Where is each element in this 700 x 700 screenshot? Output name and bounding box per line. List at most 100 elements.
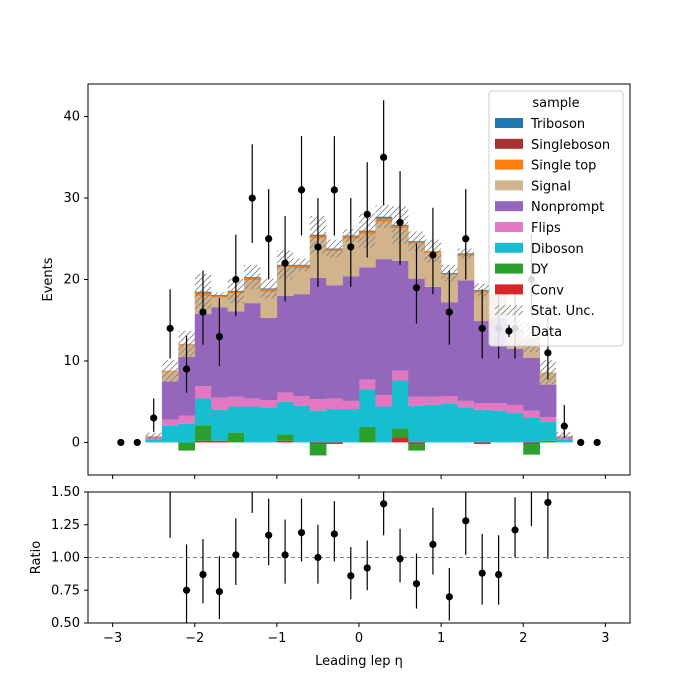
ratio-ytick-label: 1.00 [51, 551, 80, 566]
bar-nonprompt-24 [539, 384, 557, 418]
data-point-19 [429, 251, 437, 259]
legend-entry-flips-label: Flips [531, 221, 561, 236]
ratio-point-10 [330, 530, 338, 538]
data-point-21 [462, 235, 470, 243]
main-ytick-label: 30 [63, 191, 80, 206]
ratio-points [88, 492, 630, 623]
ratio-point-16 [429, 540, 437, 549]
ratio-ylabel: Ratio [29, 541, 44, 574]
ratio-ytick-label: 0.50 [51, 616, 80, 631]
bar-nonprompt-11 [326, 285, 343, 399]
main-ytick-label: 0 [72, 435, 80, 450]
legend-entry-stat-unc--label: Stat. Unc. [531, 304, 595, 319]
ratio-xtick-label: −1 [267, 631, 286, 646]
bar-diboson-3 [194, 398, 212, 426]
bar-diboson-14 [375, 406, 393, 443]
bar-diboson-2 [178, 423, 196, 443]
bar-diboson-16 [408, 405, 425, 443]
legend-entry-signal-swatch [495, 180, 523, 191]
legend-entry-diboson-label: Diboson [531, 242, 584, 257]
data-point-14 [347, 243, 355, 251]
data-point-17 [396, 218, 404, 227]
data-point-27 [560, 422, 568, 430]
bar-flips-20 [473, 403, 491, 410]
bar-diboson-9 [293, 405, 311, 443]
data-point-16 [380, 153, 388, 161]
bar-nonprompt-8 [276, 295, 294, 393]
ratio-point-1 [182, 586, 191, 594]
bar-diboson-4 [211, 409, 228, 441]
bar-nonprompt-12 [342, 276, 360, 401]
bar-nonprompt-22 [506, 348, 524, 405]
bar-flips-15 [391, 370, 409, 381]
ratio-point-2 [199, 570, 207, 579]
legend-entry-singleboson-swatch [495, 138, 523, 149]
bar-signal-14 [375, 221, 393, 260]
legend-entry-triboson-label: Triboson [530, 117, 585, 132]
bar-nonprompt-10 [309, 277, 327, 400]
bar-conv-10 [309, 442, 327, 445]
ratio-ytick-label: 1.25 [51, 518, 80, 533]
ratio-point-6 [265, 531, 273, 539]
legend-entry-dy-swatch [495, 263, 523, 274]
bar-diboson-10 [309, 410, 327, 443]
bar-nonprompt-7 [260, 317, 278, 401]
bar-flips-23 [523, 410, 540, 418]
ratio-point-20 [495, 570, 503, 579]
ratio-point-11 [347, 572, 355, 580]
bar-flips-19 [457, 400, 475, 408]
bar-flips-16 [408, 396, 425, 406]
bar-dy-23 [523, 444, 540, 455]
ratio-point-14 [396, 555, 404, 563]
bar-flips-18 [441, 395, 458, 404]
data-point-1 [133, 438, 141, 447]
bar-conv-4 [211, 440, 228, 443]
main-ytick-label: 20 [63, 273, 80, 288]
bar-conv-20 [473, 442, 491, 445]
data-point-18 [412, 284, 421, 292]
main-ytick-label: 40 [63, 110, 80, 125]
ratio-ytick-label: 1.50 [51, 485, 80, 500]
legend-entry-flips-swatch [495, 222, 523, 232]
data-point-13 [330, 186, 338, 194]
main-ylabel: Events [41, 257, 56, 301]
bar-diboson-1 [161, 425, 179, 443]
bar-conv-3 [194, 440, 212, 443]
bar-diboson-12 [342, 409, 360, 443]
unc-band-1 [161, 360, 179, 382]
ratio-point-23 [544, 498, 552, 507]
bar-flips-2 [178, 415, 196, 424]
data-point-20 [445, 308, 453, 316]
bar-flips-22 [506, 404, 524, 414]
ratio-point-19 [478, 569, 486, 577]
bar-diboson-23 [523, 417, 540, 443]
ratio-point-4 [232, 551, 240, 559]
bar-nonprompt-1 [161, 381, 179, 420]
data-point-2 [150, 414, 158, 422]
unc-band-11 [326, 239, 343, 258]
legend-entry-nonprompt-label: Nonprompt [531, 200, 604, 215]
legend-box [488, 90, 624, 347]
bar-dy-15 [391, 428, 409, 438]
data-point-6 [215, 332, 223, 341]
bar-signal-11 [326, 250, 343, 286]
legend-title: sample [532, 96, 579, 111]
axes: 0 10 20 30 40 −3 −2 −1 0 1 2 3 0.50 0.75 1.00 1.25 1.50 E… [29, 83, 631, 669]
bar-diboson-21 [490, 410, 508, 443]
data-point-12 [314, 243, 322, 251]
bar-flips-12 [342, 400, 360, 410]
ratio-point-7 [281, 551, 289, 559]
bar-nonprompt-6 [244, 303, 261, 399]
bar-nonprompt-5 [227, 311, 245, 397]
ratio-point-15 [412, 580, 421, 588]
bar-nonprompt-20 [473, 321, 491, 404]
bar-nonprompt-9 [293, 294, 311, 396]
bar-flips-3 [194, 386, 212, 399]
bar-diboson-6 [244, 406, 261, 443]
ratio-point-3 [215, 587, 223, 596]
bar-flips-8 [276, 392, 294, 402]
bar-diboson-18 [441, 403, 458, 443]
unc-band-7 [260, 278, 277, 299]
legend-entry-data-marker [505, 327, 513, 335]
bar-nonprompt-23 [523, 357, 540, 411]
